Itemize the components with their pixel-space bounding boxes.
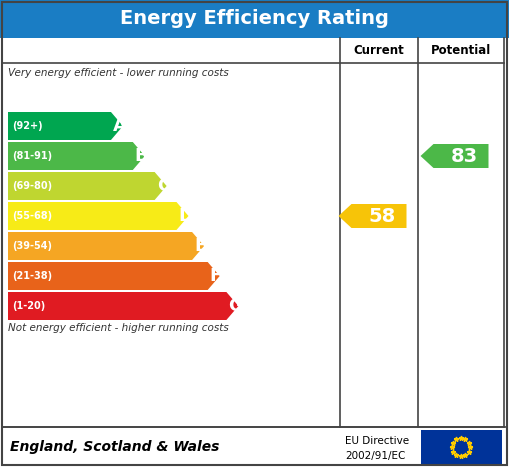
Text: Current: Current <box>354 44 404 57</box>
Polygon shape <box>8 142 145 170</box>
Text: D: D <box>179 207 193 225</box>
Text: Energy Efficiency Rating: Energy Efficiency Rating <box>120 9 389 28</box>
Bar <box>421 430 502 464</box>
Bar <box>0 427 509 467</box>
Text: C: C <box>157 177 170 195</box>
Text: 2002/91/EC: 2002/91/EC <box>345 451 405 461</box>
Polygon shape <box>338 204 407 228</box>
Text: (69-80): (69-80) <box>12 181 52 191</box>
Polygon shape <box>8 292 238 320</box>
Text: B: B <box>135 147 149 165</box>
Text: (55-68): (55-68) <box>12 211 52 221</box>
Polygon shape <box>8 202 188 230</box>
Text: G: G <box>229 297 243 315</box>
Polygon shape <box>8 112 123 140</box>
Text: E: E <box>194 237 206 255</box>
Polygon shape <box>8 262 220 290</box>
Text: England, Scotland & Wales: England, Scotland & Wales <box>10 440 219 454</box>
Text: (92+): (92+) <box>12 121 43 131</box>
Text: EU Directive: EU Directive <box>345 436 409 446</box>
Text: (1-20): (1-20) <box>12 301 45 311</box>
Text: (21-38): (21-38) <box>12 271 52 281</box>
Bar <box>0 38 509 427</box>
Text: Not energy efficient - higher running costs: Not energy efficient - higher running co… <box>8 323 229 333</box>
Text: 83: 83 <box>450 147 477 165</box>
Text: Very energy efficient - lower running costs: Very energy efficient - lower running co… <box>8 68 229 78</box>
Text: 58: 58 <box>369 206 395 226</box>
Bar <box>0 0 509 38</box>
Text: Potential: Potential <box>431 44 491 57</box>
Text: (81-91): (81-91) <box>12 151 52 161</box>
Text: A: A <box>113 117 127 135</box>
Polygon shape <box>420 144 489 168</box>
Text: (39-54): (39-54) <box>12 241 52 251</box>
Text: F: F <box>210 267 222 285</box>
Polygon shape <box>8 172 166 200</box>
Polygon shape <box>8 232 204 260</box>
